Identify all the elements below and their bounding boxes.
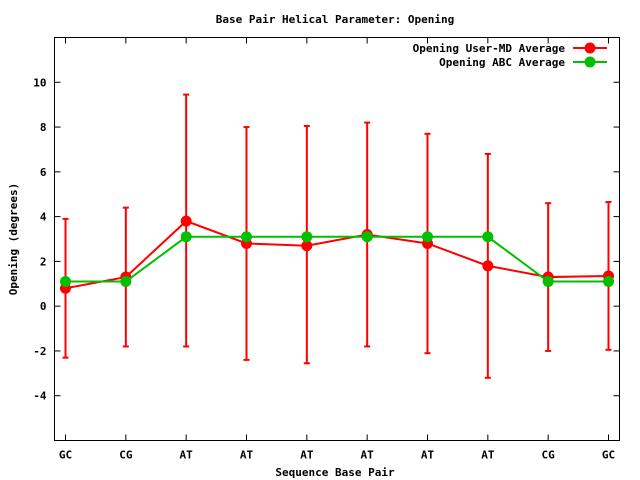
- x-tick-label: GC: [602, 449, 615, 462]
- legend-marker-0: [584, 42, 596, 54]
- data-point: [301, 231, 313, 243]
- x-tick-label: AT: [481, 449, 495, 462]
- y-tick-label: 2: [40, 255, 47, 268]
- data-point: [301, 240, 313, 252]
- series-line-1: [65, 235, 609, 283]
- y-tick-label: 6: [40, 166, 47, 179]
- data-point: [60, 276, 71, 288]
- data-point: [603, 276, 614, 288]
- x-tick-label: AT: [240, 449, 254, 462]
- data-point: [180, 215, 192, 227]
- series-layer: [60, 93, 614, 379]
- x-tick-label: GC: [59, 449, 72, 462]
- data-point: [482, 231, 494, 243]
- y-tick-label: -4: [33, 390, 47, 403]
- y-tick-label: 10: [33, 76, 46, 89]
- x-tick-label: AT: [300, 449, 314, 462]
- x-axis: GC CG AT AT AT AT AT AT CG GC: [59, 37, 615, 462]
- y-tick-label: -2: [33, 345, 46, 358]
- y-tick-label: 8: [40, 121, 47, 134]
- data-point: [482, 260, 494, 272]
- y-tick-label: 0: [40, 300, 47, 313]
- x-tick-label: AT: [421, 449, 435, 462]
- plot-frame: [54, 37, 620, 441]
- data-point: [241, 231, 252, 243]
- legend-label-abc: Opening ABC Average: [439, 56, 565, 69]
- y-tick-label: 4: [40, 211, 47, 224]
- data-point: [542, 276, 554, 288]
- legend: Opening User-MD Average Opening ABC Aver…: [413, 42, 607, 69]
- y-axis-label: Opening (degrees): [7, 183, 20, 296]
- series-line-0: [65, 219, 609, 290]
- legend-marker-1: [584, 56, 596, 68]
- x-tick-label: CG: [119, 449, 133, 462]
- legend-label-user-md: Opening User-MD Average: [413, 42, 566, 55]
- data-point: [361, 231, 373, 243]
- x-tick-label: AT: [180, 449, 194, 462]
- x-tick-label: CG: [542, 449, 556, 462]
- x-axis-label: Sequence Base Pair: [275, 466, 395, 479]
- chart-title: Base Pair Helical Parameter: Opening: [216, 13, 454, 26]
- data-point: [120, 276, 132, 288]
- y-axis: -4 -2 0 2 4 6 8 10: [33, 76, 620, 403]
- data-point: [422, 231, 433, 243]
- data-point: [180, 231, 192, 243]
- x-tick-label: AT: [361, 449, 375, 462]
